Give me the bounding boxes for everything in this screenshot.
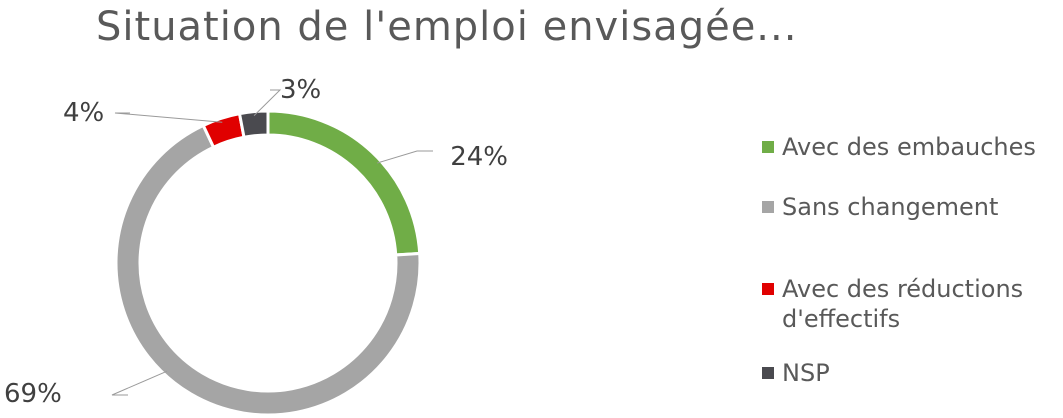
legend-swatch-reductions <box>762 283 774 295</box>
legend-item-nsp: NSP <box>762 358 830 388</box>
slice-sans-changement <box>114 123 422 417</box>
leader-line-nsp <box>253 89 282 117</box>
slice-nsp <box>237 109 270 140</box>
leader-line-reductions <box>114 112 223 123</box>
leader-line-sans-changement <box>111 370 168 396</box>
legend-swatch-embauches <box>762 141 774 153</box>
legend-label-embauches: Avec des embauches <box>782 133 1036 161</box>
data-label-sans-changement: 69% <box>4 379 62 409</box>
data-label-reductions: 4% <box>63 98 104 128</box>
legend-item-reductions: Avec des réductions d'effectifs <box>762 274 1023 334</box>
legend-item-sans-changement: Sans changement <box>762 192 998 222</box>
legend-swatch-sans-changement <box>762 201 774 213</box>
slice-embauches <box>266 109 422 257</box>
legend-item-embauches: Avec des embauches <box>762 132 1036 162</box>
legend-label-reductions: Avec des réductions d'effectifs <box>782 275 1024 333</box>
data-label-embauches: 24% <box>450 142 508 172</box>
leader-line-embauches <box>377 150 433 164</box>
legend-label-sans-changement: Sans changement <box>782 193 999 221</box>
data-label-nsp: 3% <box>280 75 321 105</box>
legend-label-nsp: NSP <box>782 359 830 387</box>
legend-swatch-nsp <box>762 367 774 379</box>
chart-title: Situation de l'emploi envisagée... <box>96 4 798 50</box>
